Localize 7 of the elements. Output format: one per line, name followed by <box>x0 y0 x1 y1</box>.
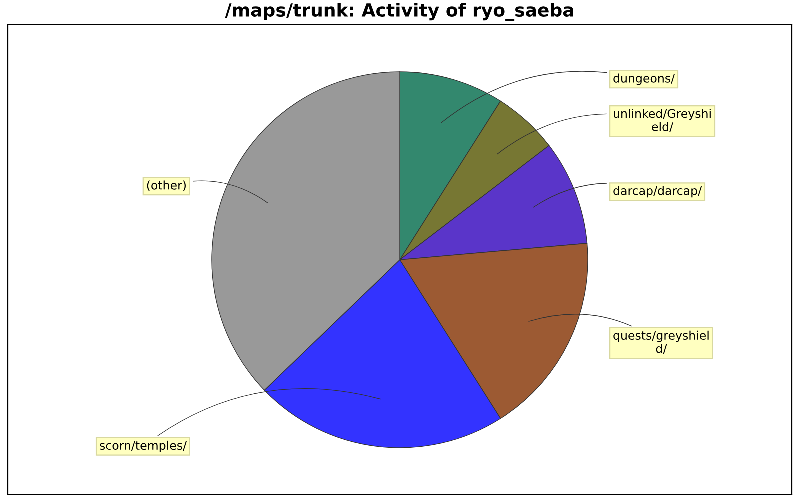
slice-label: scorn/temples/ <box>100 440 187 452</box>
slice-label: darcap/darcap/ <box>614 186 702 198</box>
slice-label: unlinked/Greyshi eld/ <box>614 109 711 132</box>
slice-label: dungeons/ <box>614 74 676 86</box>
chart-title: /maps/trunk: Activity of ryo_saeba <box>225 3 574 21</box>
slice-label: quests/greyshiel d/ <box>614 330 709 354</box>
slice-label: (other) <box>147 180 186 192</box>
